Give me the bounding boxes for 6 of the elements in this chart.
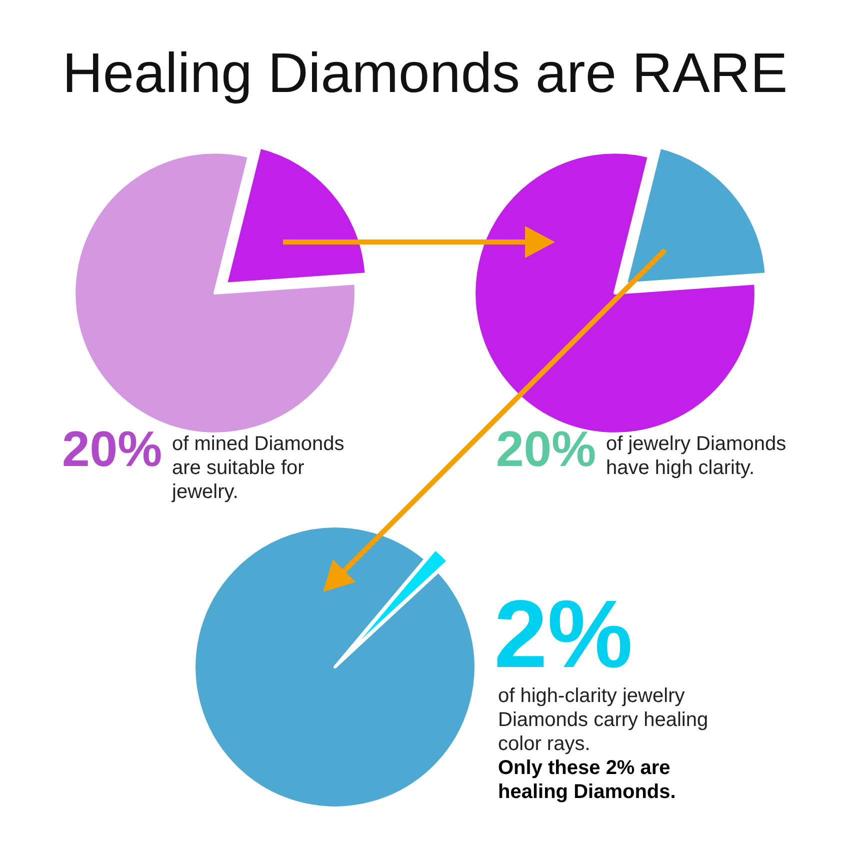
text: Only these 2% are healing Diamonds.: [498, 756, 677, 804]
chart-title: Healing Diamonds are RARE: [61, 40, 789, 105]
text: 20%: [496, 420, 596, 478]
text: of jewelry Diamonds have high clarity.: [606, 432, 788, 480]
text: of mined Diamonds are suitable for jewelry.: [172, 432, 346, 504]
text: 20%: [62, 420, 162, 478]
